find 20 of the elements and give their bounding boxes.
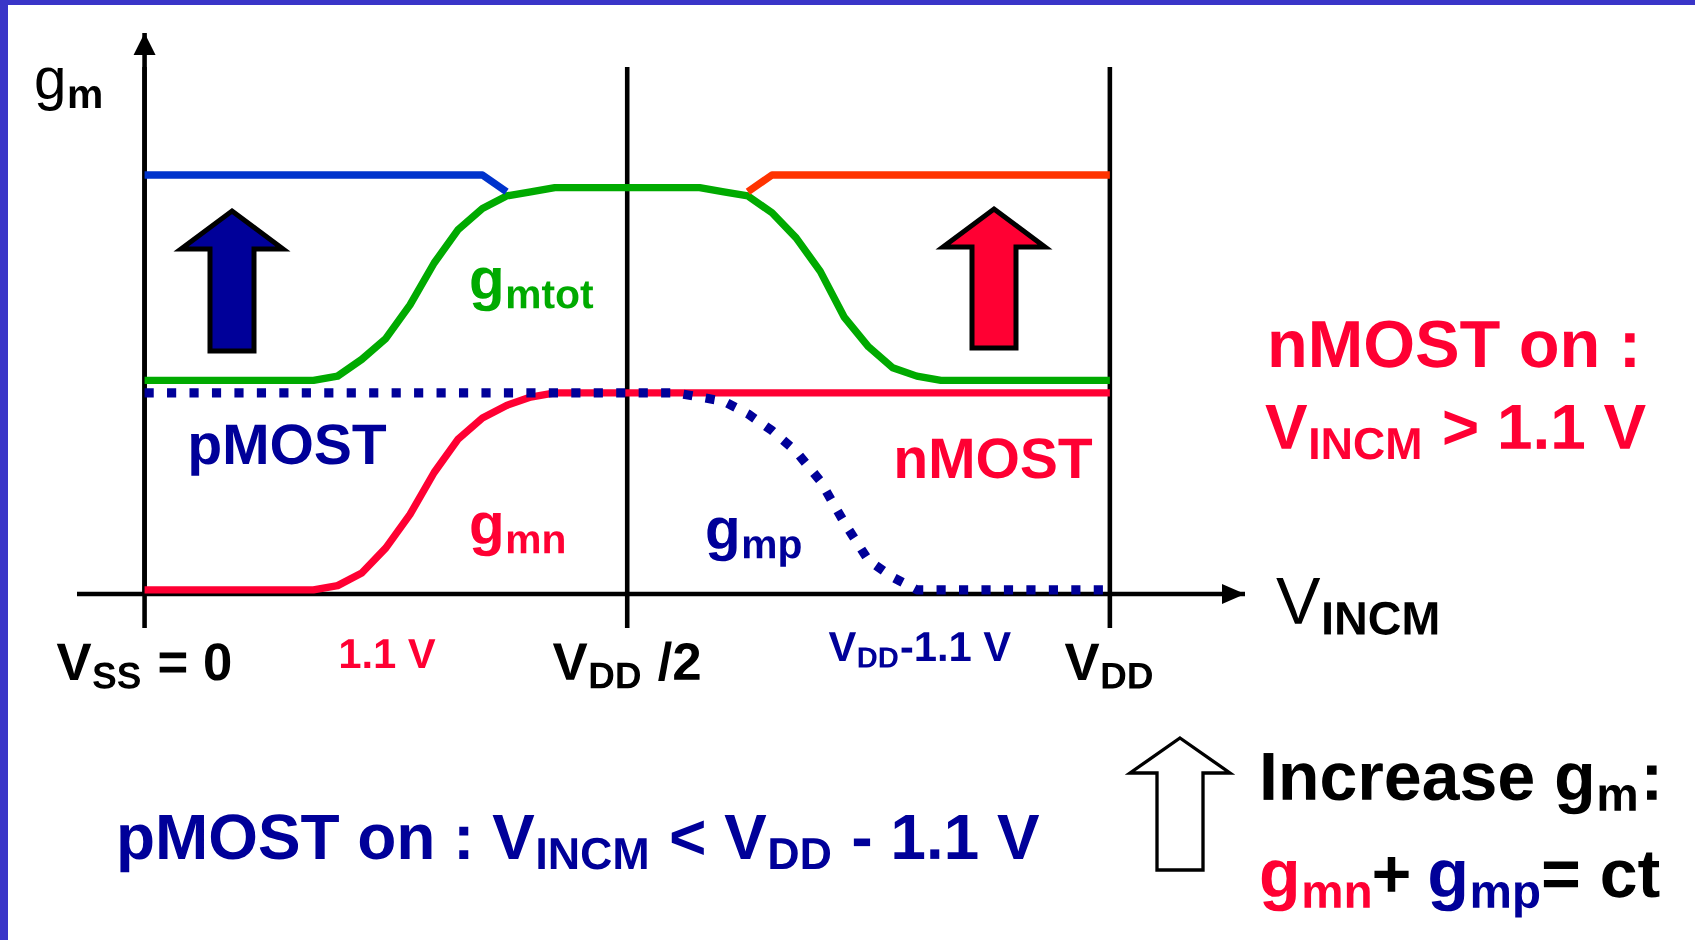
text: V$_{INCM}$ > 1.1 V [1265, 404, 1646, 460]
series-label: g$_{mp}$ [707, 517, 801, 567]
text: + [1374, 857, 1409, 892]
series-label: g$_{mtot}$ [471, 267, 594, 312]
text: g$_{mn}$ [1261, 860, 1370, 912]
series-label: g$_{mn}$ [471, 512, 564, 557]
text: 1.1 V [340, 639, 436, 668]
x-tick-label: V$_{DD}$ /2 [552, 641, 700, 689]
x-tick-label: V$_{DD}$ [1064, 643, 1152, 689]
text: V$_{DD}$-1.1 V [828, 632, 1011, 668]
text: pMOST on : V$_{INCM}$ < V$_{DD}$ - 1.1 V [120, 814, 1040, 873]
text: nMOST on : [1271, 320, 1635, 368]
x-axis-title: V$_{INCM}$ [1276, 578, 1438, 635]
annotation: nMOST [897, 438, 1093, 479]
annotation: pMOST [191, 424, 387, 476]
x-tick-label: V$_{SS}$ = 0 [56, 643, 231, 689]
y-axis-title: g$_{m}$ [36, 67, 101, 111]
text: = ct [1543, 852, 1660, 898]
text: Increase g$_{m}$: [1263, 753, 1657, 815]
text: g$_{mp}$ [1430, 860, 1540, 918]
